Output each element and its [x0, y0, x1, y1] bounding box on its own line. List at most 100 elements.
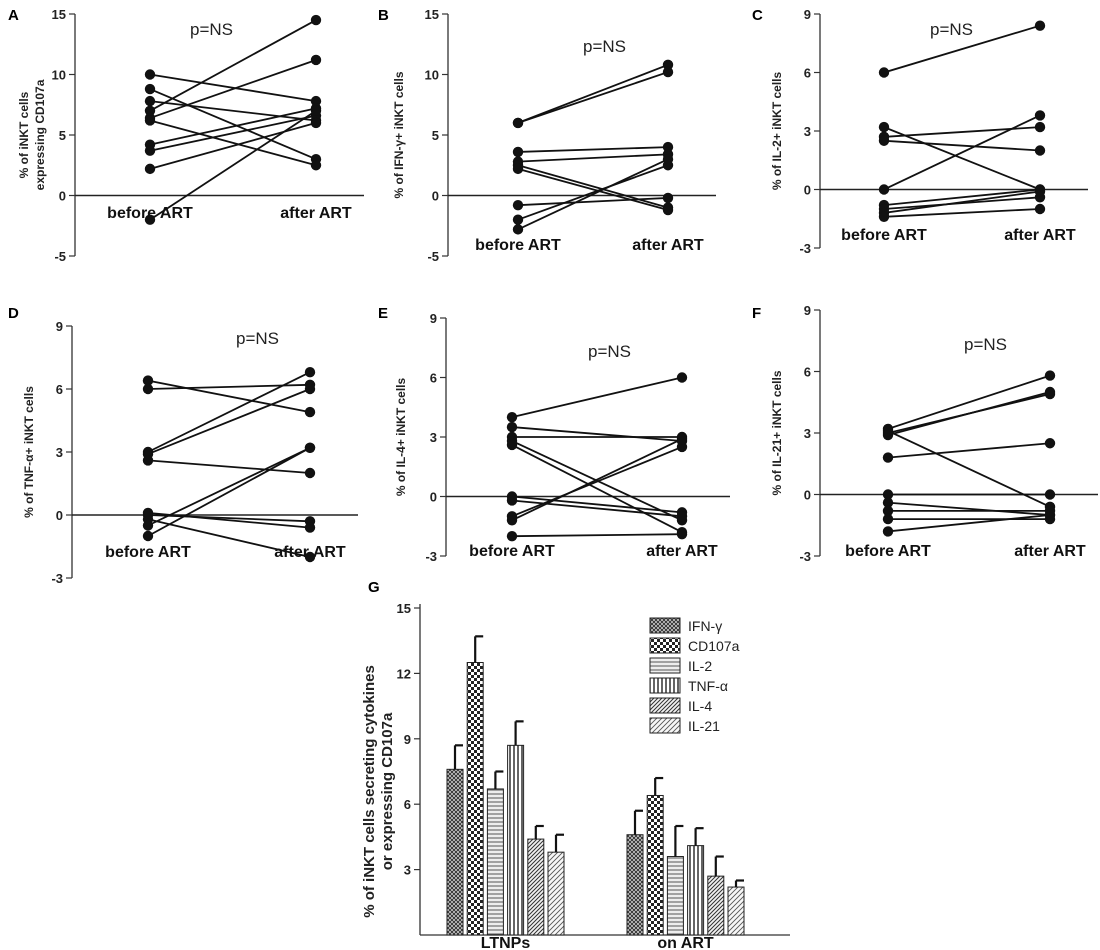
legend-label: IL-21 — [688, 718, 720, 734]
panel-g-bar — [666, 856, 684, 936]
panel-c-point-before — [878, 184, 890, 195]
panel-a-point-after — [310, 117, 322, 129]
panel-e-ylabel: % of IL-4+ iNKT cells — [394, 377, 408, 496]
panel-f-xlabel-before: before ART — [845, 543, 931, 560]
panel-g-bar — [646, 794, 664, 936]
panel-d-pair-line — [147, 371, 311, 453]
panel-d-pair-line — [147, 447, 311, 537]
panel-a-point-after — [310, 14, 322, 26]
panel-b-pair-line — [517, 146, 669, 153]
panel-e-ytick-label: 3 — [430, 430, 437, 445]
panel-a-pair-line — [149, 100, 317, 122]
panel-a-point-after — [310, 105, 322, 117]
panel-d-pair-line — [147, 512, 311, 529]
panel-c-ytick-label: 0 — [804, 183, 811, 198]
panel-b-point-after — [662, 59, 674, 71]
panel-b-ytick-label: 0 — [432, 189, 439, 204]
panel-d-point-after — [304, 551, 316, 563]
panel-b-ylabel-line: % of IFN-γ+ iNKT cells — [392, 71, 406, 198]
legend-label: IL-2 — [688, 658, 712, 674]
panel-g-ytick-label: 6 — [404, 797, 411, 812]
panel-d-point-before — [142, 383, 154, 395]
panel-b-point-before — [512, 163, 524, 175]
panel-g-ytick-label: 3 — [404, 863, 411, 878]
panel-e-point-before — [506, 530, 518, 542]
panel-e-point-before — [506, 515, 518, 526]
panel-b-pvalue: p=NS — [583, 37, 626, 56]
legend-label: TNF-α — [688, 678, 728, 694]
panel-b-ytick-label: 15 — [425, 7, 439, 22]
panel-a-pair-line — [149, 107, 317, 146]
panel-e-letter: E — [378, 305, 388, 322]
panel-e-pair-line — [511, 438, 683, 522]
panel-a-point-before — [144, 115, 156, 126]
panel-f-point-after — [1044, 386, 1056, 398]
panel-b-ytick-label: 5 — [432, 128, 439, 143]
panel-g-bar — [547, 851, 565, 936]
panel-d-point-after — [304, 522, 316, 533]
panel-b-point-after — [662, 141, 674, 153]
legend-swatch — [649, 637, 681, 654]
panel-a-point-after — [310, 54, 322, 66]
panel-d-pair-line — [147, 379, 311, 413]
legend-label: CD107a — [688, 638, 740, 654]
panel-c-pair-line — [883, 139, 1041, 152]
panel-b-point-before — [512, 214, 524, 225]
legend-swatch — [649, 677, 681, 694]
panel-e: E -3 0 3 6 9 % of IL-4+ iNKT cells p=NS before A… — [378, 305, 730, 564]
panel-f-point-after — [1044, 438, 1056, 449]
panel-b-ytick-label: -5 — [427, 249, 439, 264]
panel-e-xlabel-after: after ART — [646, 543, 718, 560]
panel-f-ytick-label: 6 — [804, 365, 811, 380]
panel-e-point-before — [506, 421, 518, 433]
panel-d-point-after — [304, 442, 316, 453]
panel-e-ytick-label: 0 — [430, 490, 437, 505]
panel-b-pair-line — [517, 168, 669, 211]
panel-f-ytick-label: -3 — [799, 549, 811, 564]
panel-e-pair-line — [511, 446, 683, 518]
panel-g-bar — [486, 788, 504, 936]
panel-d-ylabel-line: % of TNF-α+ iNKT cells — [22, 386, 36, 518]
panel-e-point-after — [676, 511, 688, 522]
panel-e-point-after — [676, 441, 688, 453]
panel-a-pair-line — [149, 110, 317, 221]
panel-b-pair-line — [517, 164, 669, 221]
panel-g-letter: G — [368, 579, 380, 596]
panel-f-point-before — [882, 513, 894, 525]
panel-b-xlabel-before: before ART — [475, 237, 561, 254]
panel-e-ytick-label: -3 — [425, 549, 437, 564]
panel-a-ytick-label: 5 — [59, 128, 66, 143]
panel-c-pair-line — [883, 188, 1041, 206]
panel-g-bar — [727, 886, 745, 936]
panel-a-ylabel-line: % of iNKT cells — [17, 91, 31, 178]
panel-c-point-before — [878, 211, 890, 222]
panel-a-pvalue: p=NS — [190, 20, 233, 39]
panel-c-point-after — [1034, 203, 1046, 215]
panel-g-xlabel: on ART — [657, 935, 714, 950]
panel-a-pair-line — [149, 19, 317, 112]
panel-a-pair-line — [149, 73, 317, 103]
panel-a-ytick-label: 10 — [52, 68, 66, 83]
panel-c-point-after — [1034, 121, 1046, 133]
legend-swatch — [649, 717, 681, 734]
panel-d-ytick-label: 9 — [56, 319, 63, 334]
panel-a-point-before — [144, 105, 156, 117]
panel-g-bar — [507, 744, 525, 936]
panel-c-pair-line — [883, 114, 1041, 191]
panel-b-point-after — [662, 192, 674, 204]
panel-g-bar — [446, 768, 464, 936]
panel-b-point-before — [512, 199, 524, 211]
panel-a-xlabel-after: after ART — [280, 205, 352, 222]
panel-f-pair-line — [887, 501, 1051, 516]
panel-f-pair-line — [887, 374, 1051, 430]
panel-b-point-after — [662, 204, 674, 216]
panel-e-point-before — [506, 411, 518, 423]
panel-c-ytick-label: -3 — [799, 241, 811, 256]
legend-swatch — [649, 697, 681, 714]
panel-a-ylabel-line: expressing CD107a — [33, 79, 47, 190]
panel-a-xlabel-before: before ART — [107, 205, 193, 222]
panel-a: A -5 0 5 10 15 % of iNKT cells expressing CD107… — [8, 7, 364, 264]
panel-c-point-before — [878, 135, 890, 146]
panel-c-point-after — [1034, 186, 1046, 197]
panel-d-pair-line — [147, 388, 311, 455]
